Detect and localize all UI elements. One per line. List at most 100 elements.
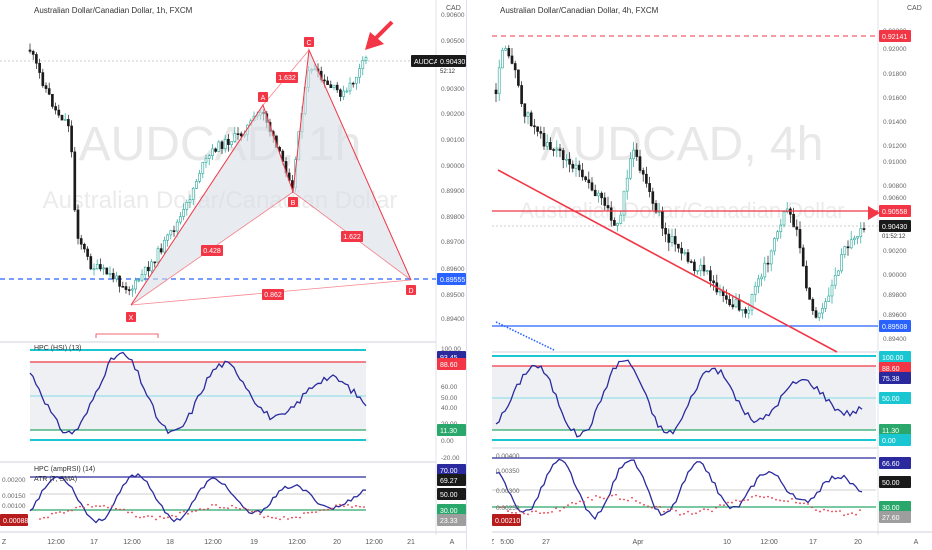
left-amp-tag-bg bbox=[437, 504, 466, 516]
left-candle bbox=[364, 57, 368, 61]
right-atr-dot bbox=[687, 510, 689, 513]
right-candle bbox=[683, 252, 687, 254]
right-candle bbox=[497, 67, 501, 95]
left-atr-dot bbox=[119, 508, 121, 511]
left-time-tick: 12:00 bbox=[288, 539, 306, 546]
left-candle bbox=[57, 109, 61, 116]
left-candle bbox=[342, 90, 345, 97]
right-candle bbox=[843, 246, 847, 255]
left-chart-title: Australian Dollar/Canadian Dollar, 1h, F… bbox=[34, 6, 193, 15]
right-time-tick: 10 bbox=[723, 539, 731, 546]
left-hsi-tick: 50.00 bbox=[441, 395, 458, 402]
left-candle bbox=[227, 138, 230, 145]
right-hsi-tag-bg bbox=[879, 434, 911, 446]
right-candle bbox=[510, 55, 514, 64]
right-price-tick: 0.91200 bbox=[883, 143, 907, 150]
left-candle bbox=[35, 54, 38, 64]
right-atr-dot bbox=[527, 513, 529, 516]
right-resistance-tag: 0.90558 bbox=[882, 209, 907, 216]
left-atr-dot bbox=[263, 516, 265, 519]
left-price-tick: 0.90600 bbox=[441, 12, 465, 19]
left-atr-tick: 0.00200 bbox=[2, 477, 26, 484]
right-candle bbox=[507, 48, 511, 57]
left-atr-dot bbox=[71, 509, 73, 512]
right-hsi-tag: 0.00 bbox=[882, 438, 896, 445]
right-price-tick: 0.90200 bbox=[883, 248, 907, 255]
left-candle bbox=[198, 173, 201, 182]
right-atr-dot bbox=[615, 493, 617, 496]
right-currency-label: CAD bbox=[907, 5, 922, 12]
left-atr-dot bbox=[39, 518, 41, 520]
left-atr-dot bbox=[75, 506, 77, 509]
right-candle bbox=[558, 148, 562, 151]
left-chart-panel[interactable]: AUDCAD, 1h Australian Dollar/Canadian Do… bbox=[0, 0, 466, 550]
right-atr-dot bbox=[675, 509, 677, 512]
right-candle bbox=[856, 236, 859, 239]
left-atr-dot bbox=[83, 506, 85, 509]
right-countdown: 01:52:12 bbox=[882, 234, 906, 240]
left-candle bbox=[236, 133, 240, 135]
right-candle bbox=[584, 176, 587, 181]
left-atr-dot bbox=[359, 505, 361, 508]
left-candle bbox=[233, 133, 237, 142]
left-atr-dot bbox=[227, 507, 229, 510]
right-atr-dot bbox=[507, 510, 509, 512]
left-candle bbox=[156, 248, 160, 263]
left-candle bbox=[191, 188, 195, 200]
left-atr-dot bbox=[315, 511, 317, 514]
right-atr-tick: 0.00400 bbox=[496, 453, 520, 460]
right-atr-dot bbox=[631, 496, 633, 499]
right-candle bbox=[606, 205, 610, 209]
right-candle bbox=[840, 254, 843, 272]
right-candle bbox=[552, 149, 555, 151]
left-candle bbox=[185, 202, 189, 210]
right-candle bbox=[827, 295, 831, 302]
left-candle bbox=[345, 90, 349, 93]
right-atr-dot bbox=[543, 512, 545, 514]
right-amp-tag: 27.60 bbox=[882, 515, 900, 522]
left-amp-tag: 23.33 bbox=[440, 518, 458, 525]
right-candle bbox=[603, 197, 607, 206]
right-amp-tag: 30.00 bbox=[882, 505, 900, 512]
left-atr-dot bbox=[343, 505, 345, 508]
right-atr-dot bbox=[607, 496, 609, 499]
right-atr-dot bbox=[655, 505, 657, 508]
left-candle bbox=[195, 181, 198, 189]
left-time-axis: Z 12:00 17 12:00 18 12:00 19 12:00 20 12:00 21 A bbox=[2, 539, 455, 546]
right-price-tick: 0.92000 bbox=[883, 46, 907, 53]
left-point-d-bg bbox=[406, 285, 416, 295]
left-atr-dot bbox=[351, 506, 353, 509]
right-candle bbox=[808, 287, 811, 300]
right-chart-panel[interactable]: AUDCAD, 4h Australian Dollar/Canadian Do… bbox=[492, 0, 932, 550]
right-price-tick: 0.89800 bbox=[883, 292, 907, 299]
right-candle bbox=[568, 158, 571, 165]
right-candle bbox=[600, 192, 603, 199]
right-candle bbox=[577, 164, 581, 171]
left-atr-dot bbox=[319, 509, 321, 512]
left-atr-dot bbox=[135, 515, 137, 518]
left-point-a: A bbox=[261, 95, 266, 102]
left-atr-dot bbox=[267, 515, 269, 518]
right-price-tick: 0.91600 bbox=[883, 95, 907, 102]
left-atr-value-tag-bg bbox=[0, 514, 28, 526]
left-atr-dot bbox=[231, 504, 233, 507]
left-hsi-oscillator bbox=[29, 351, 367, 435]
left-atr-dot bbox=[303, 512, 305, 515]
left-candle bbox=[182, 209, 185, 217]
left-atr-dot bbox=[275, 517, 277, 520]
left-atr-dot bbox=[251, 510, 253, 513]
left-atr-tick: 0.00100 bbox=[2, 503, 26, 510]
left-candle bbox=[60, 114, 64, 121]
left-candle bbox=[115, 275, 118, 280]
left-atr-label: ATR (7, SMA) bbox=[34, 476, 77, 483]
right-candle bbox=[686, 252, 690, 262]
left-atr-dot bbox=[43, 516, 45, 519]
left-atr-dot bbox=[147, 515, 149, 517]
right-atr-dot bbox=[743, 499, 745, 502]
right-atr-dot bbox=[519, 510, 521, 513]
right-candle bbox=[667, 233, 671, 243]
right-hsi-tag-bg bbox=[879, 372, 911, 384]
left-atr-dot bbox=[123, 508, 125, 511]
right-amprsi-pane: 0.00400 0.00350 0.00300 0.00250 0.00210 66.60… bbox=[492, 453, 911, 526]
